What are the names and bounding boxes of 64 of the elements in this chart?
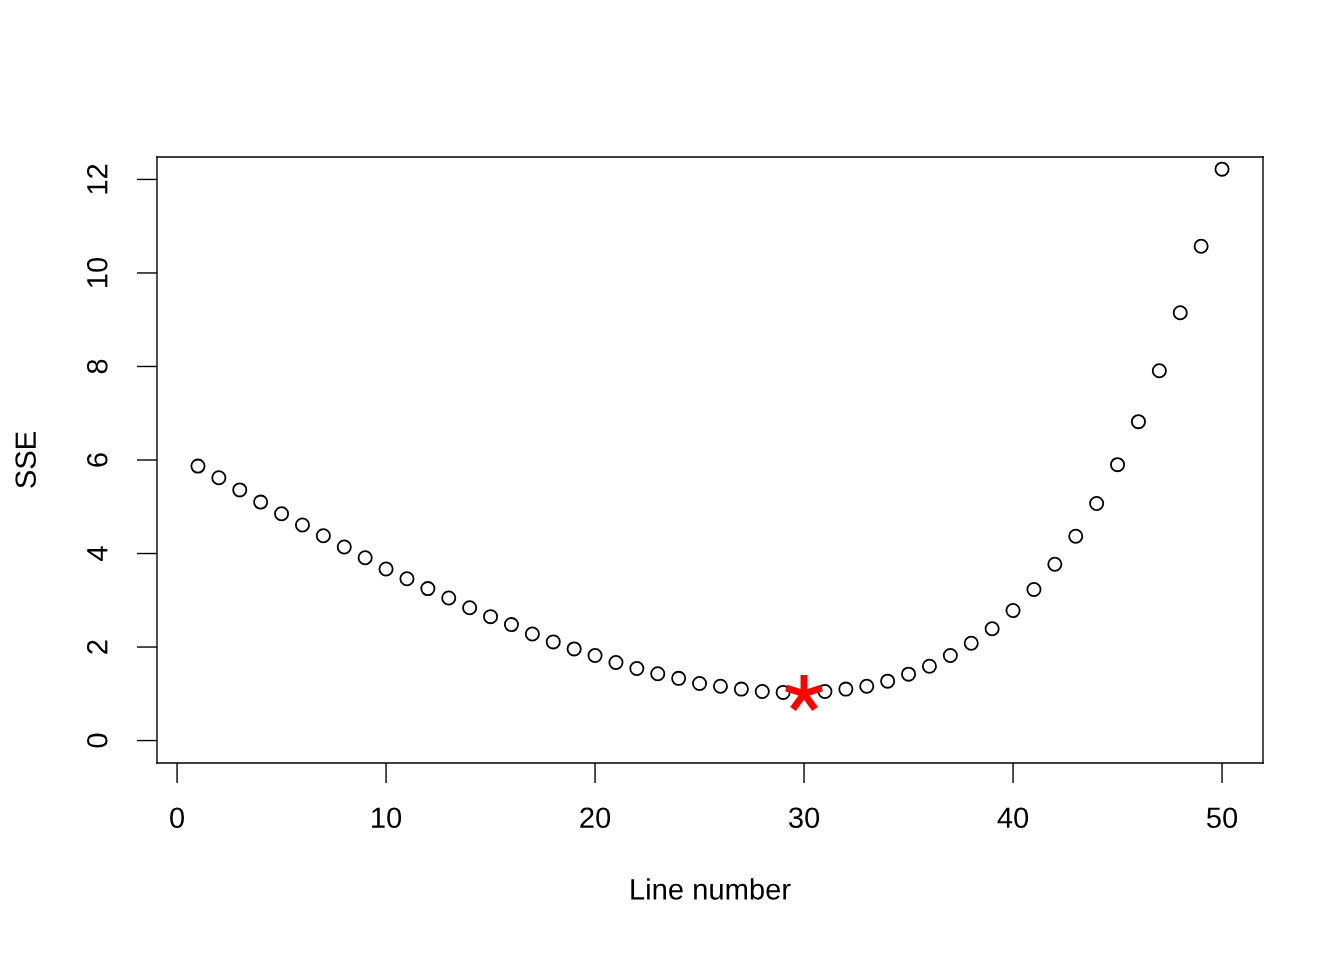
point (671, 670, 687, 686)
point (336, 539, 352, 555)
y-tick-label: 12 (86, 164, 108, 194)
point (608, 654, 624, 670)
x-axis-title: Line number (631, 878, 791, 900)
point (1026, 582, 1042, 598)
y-tick-label: 2 (86, 640, 108, 654)
point (775, 684, 791, 700)
point (859, 678, 875, 694)
point (1172, 305, 1188, 321)
point (294, 517, 310, 533)
point (545, 634, 561, 650)
point (441, 590, 457, 606)
point (378, 561, 394, 577)
x-tick-label: 40 (997, 807, 1029, 829)
point (399, 571, 415, 587)
y-tick-label: 8 (86, 359, 108, 374)
point (1068, 528, 1084, 544)
y-tick-label: 10 (86, 257, 108, 287)
point (901, 666, 917, 682)
point (692, 676, 708, 692)
point (503, 617, 519, 633)
point (211, 470, 227, 486)
x-tick-label: 30 (788, 807, 820, 829)
point (232, 482, 248, 498)
point (838, 681, 854, 697)
point (566, 641, 582, 657)
point (587, 647, 603, 663)
point (1130, 414, 1146, 430)
point (462, 600, 478, 616)
point (1214, 161, 1230, 177)
point (483, 609, 499, 625)
point (420, 581, 436, 597)
point (274, 506, 290, 522)
x-tick-label: 10 (372, 807, 402, 829)
point (754, 683, 770, 699)
point (190, 458, 206, 474)
point (963, 635, 979, 651)
point (984, 621, 1000, 637)
point (1047, 556, 1063, 572)
x-tick-label: 0 (170, 807, 185, 829)
point (817, 683, 833, 699)
y-tick-label: 6 (86, 453, 108, 467)
y-tick-label: 4 (87, 546, 108, 561)
point (712, 678, 728, 694)
point (733, 681, 749, 697)
point (315, 528, 331, 544)
point (921, 658, 937, 674)
point (357, 550, 373, 566)
point (1089, 495, 1105, 511)
point (880, 673, 896, 689)
y-axis-title: SSE (15, 432, 36, 488)
point (942, 647, 958, 663)
x-tick-label: 50 (1206, 807, 1238, 829)
point (524, 626, 540, 642)
point (629, 661, 645, 677)
point (650, 666, 666, 682)
point (1005, 603, 1021, 619)
point (1110, 457, 1126, 473)
point (253, 494, 269, 510)
x-tick-label: 20 (580, 807, 611, 829)
point (1193, 238, 1209, 254)
point (1151, 363, 1167, 379)
y-tick-label: 0 (86, 733, 108, 748)
